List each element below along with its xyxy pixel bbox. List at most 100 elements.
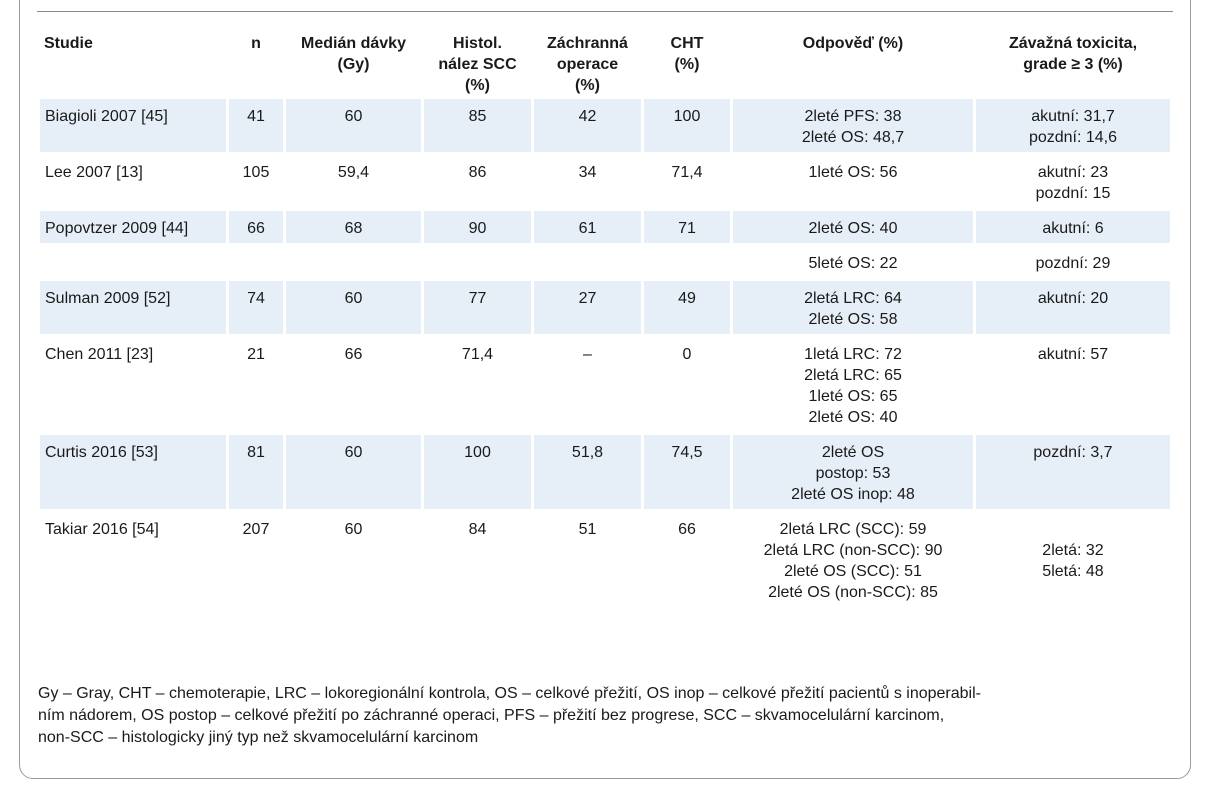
cell-chemotherapy: 71 xyxy=(644,211,730,243)
header-text: Závažná toxicita, xyxy=(1008,35,1138,52)
cell-text: 60 xyxy=(344,444,363,461)
table-row: Sulman 2009 [52] 74 60 77 27 49 2letá LRC: 64 2… xyxy=(40,281,1170,334)
cell-n xyxy=(229,246,283,278)
cell-salvage-surgery: 34 xyxy=(534,155,641,208)
cell-study: Popovtzer 2009 [44] xyxy=(40,211,226,243)
cell-text: 207 xyxy=(242,521,270,538)
cell-chemotherapy: 66 xyxy=(644,512,730,607)
cell-text: 100 xyxy=(464,444,491,461)
header-n: n xyxy=(229,31,283,96)
cell-text: 42 xyxy=(578,108,597,125)
cell-text: 2letá LRC (non-SCC): 90 xyxy=(763,542,943,559)
cell-chemotherapy: 74,5 xyxy=(644,435,730,509)
cell-n: 207 xyxy=(229,512,283,607)
cell-text: 2letá: 32 xyxy=(1042,542,1104,559)
cell-text: 60 xyxy=(344,108,363,125)
cell-text: 60 xyxy=(344,290,363,307)
cell-text: 2letá LRC (SCC): 59 xyxy=(779,521,927,538)
cell-histology-scc: 85 xyxy=(424,99,531,152)
cell-text: 5letá: 48 xyxy=(1042,563,1104,580)
cell-response: 2leté PFS: 38 2leté OS: 48,7 xyxy=(733,99,973,152)
cell-text xyxy=(290,253,417,274)
cell-text: 59,4 xyxy=(337,164,370,181)
cell-severe-toxicity: pozdní: 3,7 xyxy=(976,435,1170,509)
cell-text: 84 xyxy=(468,521,487,538)
cell-text: 74 xyxy=(247,290,265,307)
cell-text: 5leté OS: 22 xyxy=(808,255,898,272)
cell-severe-toxicity: akutní: 6 xyxy=(976,211,1170,243)
table-frame xyxy=(19,0,1191,779)
cell-text: 71,4 xyxy=(671,164,703,181)
cell-n: 21 xyxy=(229,337,283,432)
header-text: Odpověď (%) xyxy=(802,35,904,52)
cell-text: 2leté OS: 48,7 xyxy=(801,129,905,146)
cell-histology-scc: 86 xyxy=(424,155,531,208)
header-chemotherapy: CHT (%) xyxy=(644,31,730,96)
cell-severe-toxicity: akutní: 20 xyxy=(976,281,1170,334)
cell-text: 0 xyxy=(682,346,692,363)
cell-text: 2leté OS (SCC): 51 xyxy=(784,563,922,580)
cell-text: 49 xyxy=(678,290,696,307)
footnote-line: Gy – Gray, CHT – chemoterapie, LRC – lok… xyxy=(38,685,981,702)
header-salvage-surgery: Záchranná operace (%) xyxy=(534,31,641,96)
cell-text: 2leté OS inop: 48 xyxy=(791,486,915,503)
cell-text: 1leté OS: 56 xyxy=(808,164,898,181)
cell-text: pozdní: 29 xyxy=(1035,255,1111,272)
cell-response: 2leté OS postop: 53 2leté OS inop: 48 xyxy=(733,435,973,509)
cell-text xyxy=(428,253,527,274)
cell-text: 2letá LRC: 64 xyxy=(804,290,902,307)
cell-n: 81 xyxy=(229,435,283,509)
cell-text: 1letá LRC: 72 xyxy=(804,346,902,363)
cell-median-dose: 66 xyxy=(286,337,421,432)
cell-text: 90 xyxy=(468,220,487,237)
cell-median-dose: 60 xyxy=(286,281,421,334)
cell-text: 74,5 xyxy=(671,444,703,461)
cell-text: 105 xyxy=(242,164,270,181)
cell-chemotherapy: 49 xyxy=(644,281,730,334)
footnote-line: ním nádorem, OS postop – celkové přežití… xyxy=(38,707,945,724)
cell-histology-scc xyxy=(424,246,531,278)
cell-text xyxy=(538,253,637,274)
header-text: (Gy) xyxy=(337,56,370,73)
cell-text: 2leté OS: 58 xyxy=(808,311,898,328)
cell-severe-toxicity: akutní: 23 pozdní: 15 xyxy=(976,155,1170,208)
cell-text xyxy=(233,253,279,274)
cell-response: 1leté OS: 56 xyxy=(733,155,973,208)
footnote-line: non-SCC – histologicky jiný typ než skva… xyxy=(38,729,479,746)
cell-salvage-surgery: 42 xyxy=(534,99,641,152)
cell-text: 1leté OS: 65 xyxy=(808,388,898,405)
cell-n: 66 xyxy=(229,211,283,243)
cell-study: Lee 2007 [13] xyxy=(40,155,226,208)
cell-histology-scc: 90 xyxy=(424,211,531,243)
cell-salvage-surgery: 27 xyxy=(534,281,641,334)
cell-histology-scc: 71,4 xyxy=(424,337,531,432)
cell-text: 51,8 xyxy=(571,444,604,461)
cell-median-dose xyxy=(286,246,421,278)
table-row: Takiar 2016 [54] 207 60 84 51 66 2letá LRC (SC… xyxy=(40,512,1170,607)
header-median-dose: Medián dávky (Gy) xyxy=(286,31,421,96)
cell-response: 2letá LRC: 64 2leté OS: 58 xyxy=(733,281,973,334)
cell-text: Biagioli 2007 [45] xyxy=(45,108,168,125)
cell-text: 51 xyxy=(578,521,597,538)
cell-histology-scc: 100 xyxy=(424,435,531,509)
cell-text: Takiar 2016 [54] xyxy=(45,521,159,538)
header-text: Studie xyxy=(44,35,93,52)
study-table: Studie n Medián dávky (Gy) Histol. nález SCC (… xyxy=(37,28,1173,610)
cell-severe-toxicity: akutní: 57 xyxy=(976,337,1170,432)
cell-text: akutní: 23 xyxy=(1037,164,1109,181)
cell-text: 71,4 xyxy=(461,346,494,363)
cell-text: 71 xyxy=(678,220,696,237)
header-study: Studie xyxy=(40,31,226,96)
cell-median-dose: 68 xyxy=(286,211,421,243)
cell-n: 74 xyxy=(229,281,283,334)
header-histology-scc: Histol. nález SCC (%) xyxy=(424,31,531,96)
header-text: nález SCC xyxy=(438,56,517,73)
cell-study xyxy=(40,246,226,278)
header-text: Histol. xyxy=(453,35,502,52)
cell-text: akutní: 6 xyxy=(1042,220,1104,237)
header-text: (%) xyxy=(674,56,700,73)
cell-chemotherapy xyxy=(644,246,730,278)
cell-text: 66 xyxy=(678,521,696,538)
table-header-row: Studie n Medián dávky (Gy) Histol. nález SCC (… xyxy=(40,31,1170,96)
cell-text: 77 xyxy=(468,290,487,307)
